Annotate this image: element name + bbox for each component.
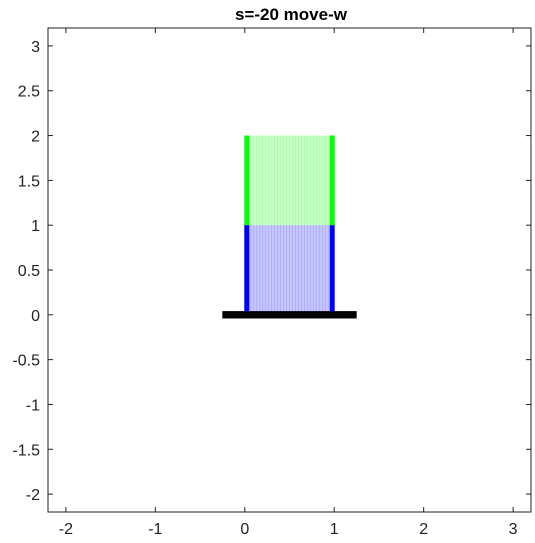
x-tick-label: 3 [509, 521, 518, 538]
y-tick-label: -0.5 [12, 353, 40, 370]
x-tick-label: -2 [59, 521, 73, 538]
y-axis: -2 -1.5 -1 -0.5 0 0.5 1 1.5 2 2.5 3 [12, 39, 531, 504]
x-tick-label: 1 [330, 521, 339, 538]
x-axis: -2 -1 0 1 2 3 [59, 28, 518, 538]
y-tick-label: -1.5 [12, 442, 40, 459]
plot-shapes [222, 135, 357, 319]
y-tick-label: 0 [31, 308, 40, 325]
y-tick-label: 2.5 [18, 84, 40, 101]
y-tick-label: 3 [31, 39, 40, 56]
lower-block [244, 225, 335, 315]
base-bar-top [222, 311, 357, 319]
lower-block-fill [244, 225, 335, 315]
y-tick-label: 0.5 [18, 263, 40, 280]
x-tick-label: 0 [240, 521, 249, 538]
y-tick-label: 1 [31, 218, 40, 235]
x-tick-label: -1 [148, 521, 162, 538]
x-tick-label: 2 [419, 521, 428, 538]
upper-block-fill [244, 135, 335, 226]
y-tick-label: 2 [31, 129, 40, 146]
y-tick-label: -1 [26, 397, 40, 414]
upper-block [244, 135, 335, 226]
y-tick-label: -2 [26, 487, 40, 504]
y-tick-label: 1.5 [18, 173, 40, 190]
chart-title: s=-20 move-w [235, 5, 348, 24]
